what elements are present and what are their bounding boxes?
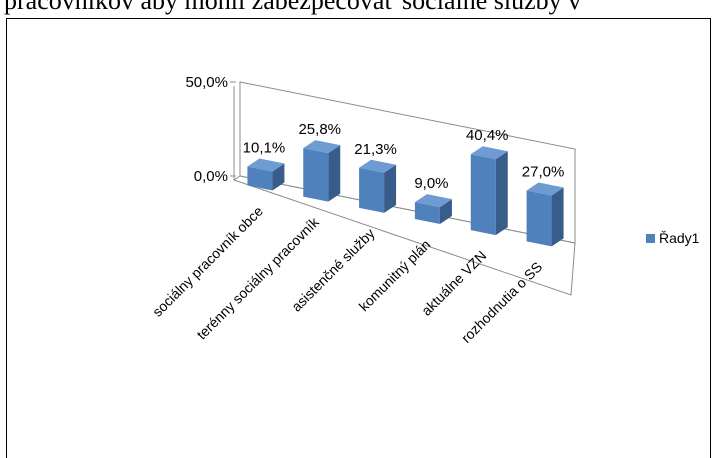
data-label: 27,0% — [522, 164, 565, 181]
bar — [247, 166, 273, 191]
y-tick-label: 0,0% — [194, 168, 228, 185]
bar — [414, 202, 440, 224]
bar-top — [470, 146, 508, 160]
data-label: 10,1% — [243, 139, 286, 156]
bar-top — [247, 158, 285, 172]
chart-legend: Řady1 — [646, 230, 699, 246]
legend-swatch — [646, 233, 655, 243]
caption-text: pracovníkov aby mohli zabezpečovať sociá… — [4, 0, 582, 15]
data-label: 21,3% — [354, 141, 397, 158]
chart-floor — [232, 175, 576, 296]
bar — [303, 148, 329, 202]
bar-side — [384, 164, 397, 213]
bar-side — [495, 151, 508, 236]
data-label: 9,0% — [414, 175, 448, 192]
bar-top — [526, 182, 564, 196]
data-label: 40,4% — [466, 127, 509, 144]
bar — [526, 190, 552, 247]
bar-top — [303, 140, 341, 154]
bar-side — [272, 163, 285, 191]
category-label: sociálny pracovník obce — [149, 203, 266, 320]
legend-label: Řady1 — [659, 230, 700, 246]
y-tick-label: 50,0% — [185, 74, 228, 91]
chart-back-wall — [239, 81, 576, 244]
bar-chart: 0,0% 50,0% 10,1% sociálny pracovník obce 25… — [149, 74, 576, 346]
bar-side — [551, 187, 564, 247]
bar-side — [328, 145, 341, 202]
bar — [359, 167, 385, 213]
bar-top — [359, 159, 397, 173]
category-label: aktuálne VZN — [418, 247, 489, 318]
bar — [470, 154, 496, 236]
bar-top — [414, 194, 452, 208]
category-label: terénny sociálny pracovník — [193, 213, 322, 342]
chart-frame — [6, 18, 711, 458]
data-label: 25,8% — [298, 121, 341, 138]
chart-bars — [247, 140, 564, 247]
chart-axes: 0,0% 50,0% — [185, 74, 576, 296]
bar-side — [439, 199, 452, 224]
